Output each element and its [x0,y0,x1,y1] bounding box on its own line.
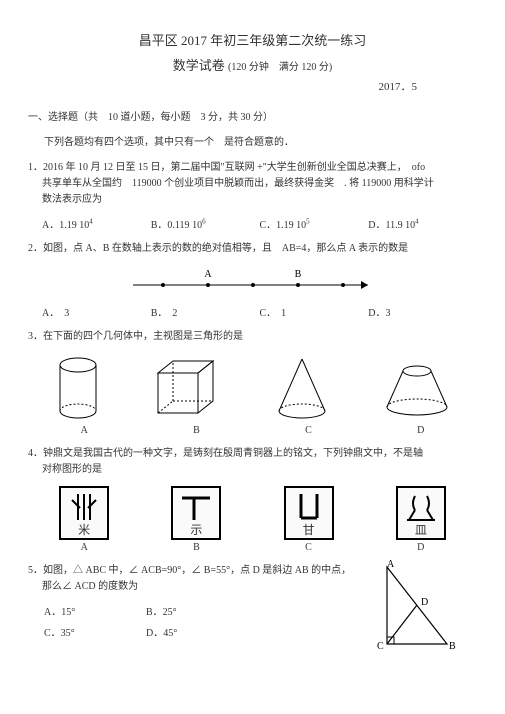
cuboid-icon [148,353,228,423]
glyph-A-label: 米 [78,524,90,536]
q2-optC: C． 1 [260,304,369,319]
glyph-A-icon [64,490,104,524]
q5-optA: A．15° [44,603,146,618]
q3-label-B: B [193,425,200,436]
frustum-icon [377,353,457,423]
q3-label-D: D [417,425,424,436]
q1-optC: C．1.19 105 [260,216,369,231]
q1-line2: 共享单车从全国约 119000 个创业项目中脱颖而出，最终获得金奖 . 将 11… [28,176,477,192]
q5-optD: D．45° [146,624,248,639]
q1-optD: D．11.9 104 [368,216,477,231]
q5-line1: 5．如图，△ ABC 中，∠ ACB=90°，∠ B=55°，点 D 是斜边 A… [28,565,351,576]
q1-optA: A．1.19 104 [42,216,151,231]
tri-A: A [387,559,395,570]
q4-label-B: B [193,542,200,553]
glyph-C-icon [289,490,329,524]
q1-options: A．1.19 104 B．0.119 106 C．1.19 105 D．11.9… [28,216,477,231]
section-instruction: 下列各题均有四个选项，其中只有一个 是符合题意的． [28,133,477,148]
q4-label-D: D [417,542,424,553]
q4-labels: A B C D [28,542,477,553]
glyph-D-label: 皿 [415,524,427,536]
q1-line1: 1．2016 年 10 月 12 日至 15 日，第二届中国"互联网 +"大学生… [28,162,425,173]
glyph-B-label: 示 [190,524,202,536]
glyph-B-icon [176,490,216,524]
q3-labels: A B C D [28,425,477,436]
title-main: 昌平区 2017 年初三年级第二次统一练习 [28,30,477,49]
q1-line3: 数法表示应为 [28,192,477,208]
q2-numberline: A B [28,265,477,298]
question-5: 5．如图，△ ABC 中，∠ ACB=90°，∠ B=55°，点 D 是斜边 A… [28,563,477,639]
q2-optA: A． 3 [42,304,151,319]
q5-optB: B．25° [146,603,248,618]
q4-line1: 4．钟鼎文是我国古代的一种文字，是铸刻在殷周青铜器上的铭文，下列钟鼎文中，不是轴 [28,448,423,459]
glyph-C-label: 甘 [303,524,315,536]
q5-options: A．15° B．25° C．35° D．45° [28,603,248,639]
glyph-A: 米 [59,486,109,540]
tri-C: C [377,641,384,652]
glyph-C: 甘 [284,486,334,540]
q2-optB: B． 2 [151,304,260,319]
tri-B: B [449,641,456,652]
q3-label-A: A [81,425,88,436]
q3-label-C: C [305,425,312,436]
title-sub: 数学试卷 (120 分钟 满分 120 分) [28,55,477,74]
triangle-icon: A B C D [367,559,457,659]
q2-options: A． 3 B． 2 C． 1 D．3 [28,304,477,319]
question-3: 3．在下面的四个几何体中，主视图是三角形的是 [28,329,477,345]
glyph-D-icon [401,490,441,524]
q1-optB: B．0.119 106 [151,216,260,231]
question-4: 4．钟鼎文是我国古代的一种文字，是铸刻在殷周青铜器上的铭文，下列钟鼎文中，不是轴… [28,446,477,478]
q4-label-A: A [81,542,88,553]
question-2: 2．如图，点 A、B 在数轴上表示的数的绝对值相等，且 AB=4，那么点 A 表… [28,241,477,257]
tri-D: D [421,597,428,608]
q4-shapes: 米 示 甘 皿 [28,486,477,540]
q3-shapes [28,353,477,423]
glyph-B: 示 [171,486,221,540]
glyph-D: 皿 [396,486,446,540]
section-header: 一、选择题（共 10 道小题，每小题 3 分，共 30 分） [28,108,477,123]
question-1: 1．2016 年 10 月 12 日至 15 日，第二届中国"互联网 +"大学生… [28,160,477,208]
cone-icon [267,353,337,423]
title-meta: (120 分钟 满分 120 分) [228,62,332,73]
cylinder-icon [48,353,108,423]
q4-label-C: C [305,542,312,553]
q5-optC: C．35° [44,624,146,639]
title-sub-text: 数学试卷 [173,58,225,73]
q2-optD: D．3 [368,304,477,319]
numline-B: B [294,269,301,280]
numline-A: A [204,269,212,280]
date-line: 2017．5 [28,78,477,94]
q4-line2: 对称图形的是 [28,462,477,478]
